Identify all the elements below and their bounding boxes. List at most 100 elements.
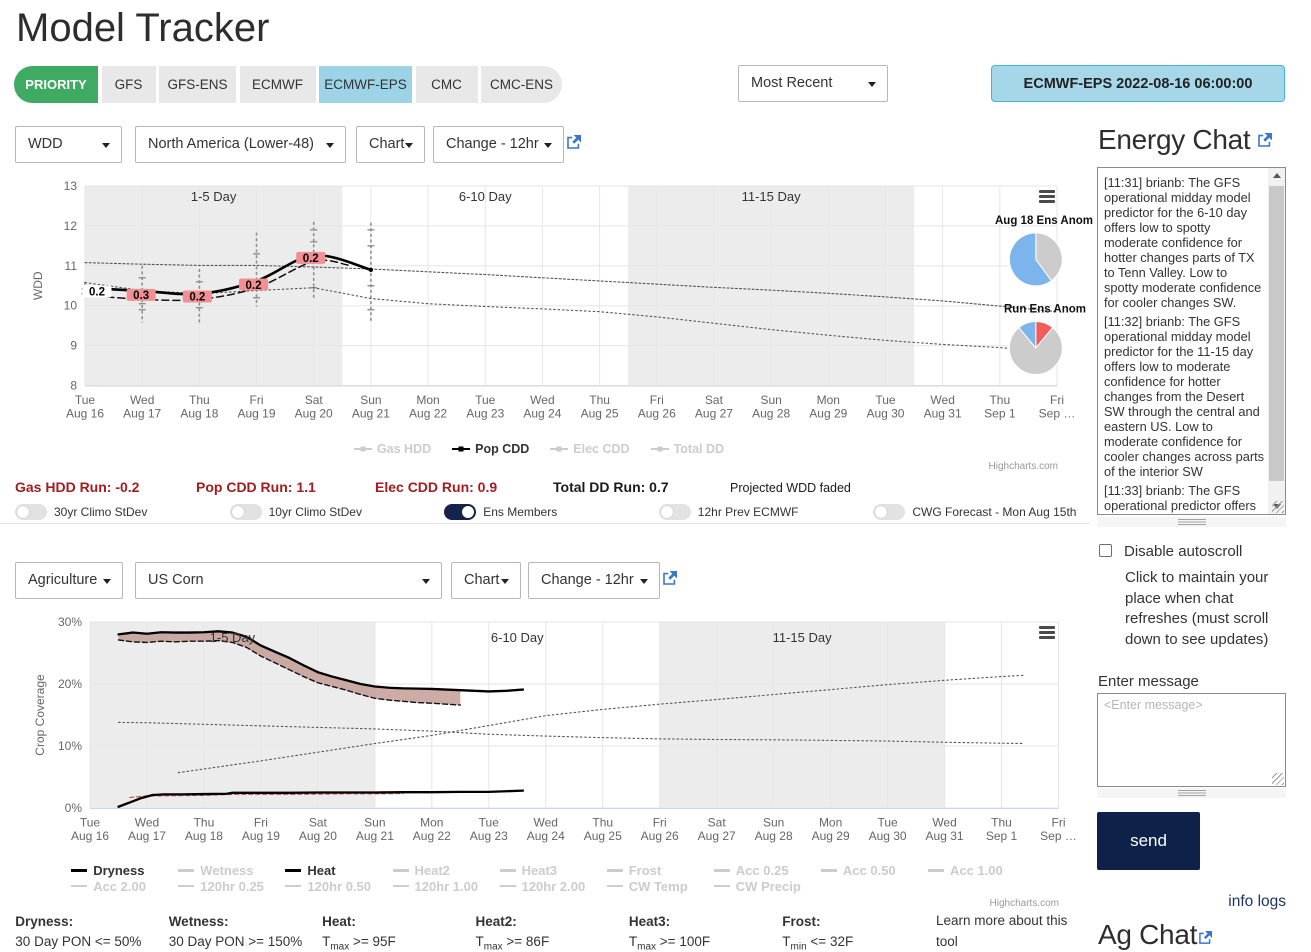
highcharts-credit[interactable]: Highcharts.com: [988, 461, 1058, 472]
send-button[interactable]: send: [1097, 812, 1200, 870]
info-heat: Heat: Tmax >= 95F: [322, 914, 396, 952]
disable-autoscroll-checkbox[interactable]: [1099, 544, 1112, 557]
legend-item-120hr-0-25[interactable]: 120hr 0.25: [178, 879, 264, 894]
external-link-icon[interactable]: [663, 571, 677, 585]
info-value: Tmax >= 95F: [322, 934, 396, 952]
svg-text:Aug 19: Aug 19: [238, 407, 276, 421]
info-heat3: Heat3: Tmax >= 100F: [629, 914, 710, 952]
chat-resize-handle[interactable]: [1097, 517, 1286, 527]
legend-item-heat3[interactable]: Heat3: [499, 863, 557, 878]
svg-text:Thu: Thu: [592, 816, 613, 830]
legend-item-pop-cdd[interactable]: Pop CDD: [452, 442, 529, 456]
svg-text:Aug 20: Aug 20: [295, 407, 333, 421]
series-line-icon: [550, 446, 569, 452]
learn-more-link[interactable]: Learn more about this tool: [936, 913, 1068, 949]
most-recent-select[interactable]: Most Recent: [738, 65, 888, 102]
tab-cmc-ens[interactable]: CMC-ENS: [481, 66, 562, 103]
stat-1: Gas HDD Run: -0.2: [15, 479, 140, 495]
tab-gfs-ens[interactable]: GFS-ENS: [159, 66, 236, 103]
tab-cmc[interactable]: CMC: [415, 66, 478, 103]
toggle-30yr-climo-stdev[interactable]: [15, 504, 47, 520]
svg-text:0.2: 0.2: [246, 280, 262, 292]
external-link-icon-2[interactable]: [1199, 931, 1213, 944]
legend-item-acc-1-00[interactable]: Acc 1.00: [928, 863, 1003, 878]
toggle-cwg-forecast-mon-aug-15th[interactable]: [873, 504, 906, 520]
toggle-10yr-climo-stdev[interactable]: [229, 504, 262, 520]
wdd-select-2[interactable]: North America (Lower-48): [135, 126, 346, 163]
ag-select-1[interactable]: Agriculture: [15, 562, 123, 599]
scroll-up-icon[interactable]: [1268, 168, 1285, 184]
tab-ecmwf[interactable]: ECMWF: [239, 66, 316, 103]
legend-item-heat[interactable]: Heat: [285, 863, 336, 878]
info-label: Heat3:: [628, 914, 671, 929]
legend-item-acc-0-50[interactable]: Acc 0.50: [820, 863, 896, 878]
legend-item-120hr-1-00[interactable]: 120hr 1.00: [392, 879, 478, 894]
svg-text:11-15 Day: 11-15 Day: [773, 630, 833, 645]
message-resize-corner[interactable]: [1272, 773, 1284, 785]
tab-priority[interactable]: PRIORITY: [14, 66, 98, 103]
series-line-icon: [713, 869, 730, 872]
toggle-ens-members[interactable]: [444, 504, 477, 520]
svg-text:Tue: Tue: [877, 816, 898, 830]
svg-text:0.3: 0.3: [133, 290, 149, 302]
legend-item-dryness[interactable]: Dryness: [71, 863, 145, 878]
series-heat-previous-run: [129, 792, 404, 799]
info-logs-link[interactable]: info logs: [1228, 893, 1286, 910]
wdd-select-4-value: Change - 12hr: [446, 136, 539, 152]
series-dryness-previous-run: [117, 639, 462, 706]
ag-select-3[interactable]: Chart: [451, 562, 521, 599]
legend-item-wetness[interactable]: Wetness: [178, 863, 254, 878]
message-resize-handle[interactable]: [1097, 788, 1286, 798]
model-tabs: PRIORITY GFS GFS-ENS ECMWF ECMWF-EPS CMC CMC-E…: [14, 66, 562, 103]
tab-gfs[interactable]: GFS: [101, 66, 156, 103]
legend-item-acc-0-25[interactable]: Acc 0.25: [713, 863, 789, 878]
svg-text:Sep …: Sep …: [1040, 829, 1077, 843]
wdd-select-3[interactable]: Chart: [356, 126, 425, 163]
svg-text:Sat: Sat: [309, 816, 328, 830]
chat-scrollbar[interactable]: [1268, 168, 1285, 514]
svg-text:8: 8: [70, 379, 77, 393]
legend-item-120hr-0-50[interactable]: 120hr 0.50: [285, 879, 371, 894]
svg-text:Sep 1: Sep 1: [986, 829, 1018, 843]
series-line-icon: [606, 884, 623, 888]
toggle-12hr-prev-ecmwf[interactable]: [658, 504, 691, 520]
toggle-row-3: Ens Members: [444, 504, 557, 520]
svg-text:Aug 25: Aug 25: [581, 407, 619, 421]
run-button[interactable]: ECMWF-EPS 2022-08-16 06:00:00: [991, 65, 1285, 102]
series-line-icon: [178, 884, 195, 888]
info-label: Dryness:: [15, 914, 74, 929]
wdd-select-4[interactable]: Change - 12hr: [433, 126, 564, 163]
legend-item-acc-2-00[interactable]: Acc 2.00: [71, 879, 146, 894]
chat-resize-corner[interactable]: [1272, 501, 1284, 513]
ag-select-2[interactable]: US Corn: [135, 562, 442, 599]
external-link-icon[interactable]: [1258, 133, 1273, 147]
legend-label: Acc 1.00: [950, 863, 1003, 878]
legend-item-elec-cdd[interactable]: Elec CDD: [550, 442, 630, 456]
svg-text:Sep …: Sep …: [1039, 407, 1076, 421]
energy-chat-title-text: Energy Chat: [1098, 124, 1251, 155]
legend-item-cw-temp[interactable]: CW Temp: [606, 879, 688, 894]
series-line-icon: [928, 869, 944, 872]
wdd-select-1[interactable]: WDD: [15, 126, 122, 163]
toggle-label: Ens Members: [483, 505, 558, 519]
tab-ecmwf-eps[interactable]: ECMWF-EPS: [319, 66, 412, 103]
chat-log[interactable]: [11:31] brianb: The GFS operational midd…: [1097, 167, 1286, 515]
ag-select-4[interactable]: Change - 12hr: [528, 562, 660, 599]
chat-scrollbar-thumb[interactable]: [1269, 186, 1284, 481]
svg-text:30%: 30%: [58, 615, 82, 629]
legend-item-heat2[interactable]: Heat2: [392, 863, 450, 878]
chevron-down-icon: [501, 579, 509, 584]
svg-text:Aug 21: Aug 21: [352, 407, 390, 421]
chat-message-3: [11:33] brianb: The GFS operational pred…: [1104, 483, 1256, 513]
legend-item-cw-precip[interactable]: CW Precip: [713, 879, 801, 894]
chart-menu-icon[interactable]: [1039, 190, 1055, 203]
message-input[interactable]: <Enter message>: [1097, 693, 1286, 787]
legend-item-total-dd[interactable]: Total DD: [650, 442, 724, 456]
legend-item-frost[interactable]: Frost: [606, 863, 661, 878]
chart-menu-icon[interactable]: [1039, 626, 1055, 639]
external-link-icon[interactable]: [567, 135, 581, 149]
highcharts-credit-2[interactable]: Highcharts.com: [989, 898, 1059, 909]
legend-item-120hr-2-00[interactable]: 120hr 2.00: [499, 879, 585, 894]
legend-item-gas-hdd[interactable]: Gas HDD: [353, 442, 431, 456]
svg-text:Sun: Sun: [760, 393, 781, 407]
